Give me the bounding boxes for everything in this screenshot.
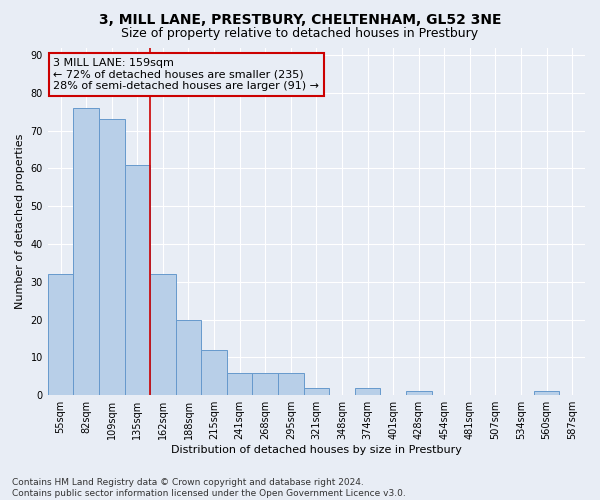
X-axis label: Distribution of detached houses by size in Prestbury: Distribution of detached houses by size …: [171, 445, 462, 455]
Bar: [304, 388, 329, 395]
Bar: [201, 350, 227, 395]
Text: 3 MILL LANE: 159sqm
← 72% of detached houses are smaller (235)
28% of semi-detac: 3 MILL LANE: 159sqm ← 72% of detached ho…: [53, 58, 319, 91]
Text: Size of property relative to detached houses in Prestbury: Size of property relative to detached ho…: [121, 28, 479, 40]
Bar: [253, 372, 278, 395]
Bar: [73, 108, 99, 395]
Text: Contains HM Land Registry data © Crown copyright and database right 2024.
Contai: Contains HM Land Registry data © Crown c…: [12, 478, 406, 498]
Bar: [99, 120, 125, 395]
Y-axis label: Number of detached properties: Number of detached properties: [15, 134, 25, 309]
Bar: [278, 372, 304, 395]
Bar: [150, 274, 176, 395]
Bar: [176, 320, 201, 395]
Bar: [534, 392, 559, 395]
Bar: [48, 274, 73, 395]
Text: 3, MILL LANE, PRESTBURY, CHELTENHAM, GL52 3NE: 3, MILL LANE, PRESTBURY, CHELTENHAM, GL5…: [99, 12, 501, 26]
Bar: [125, 164, 150, 395]
Bar: [355, 388, 380, 395]
Bar: [227, 372, 253, 395]
Bar: [406, 392, 431, 395]
